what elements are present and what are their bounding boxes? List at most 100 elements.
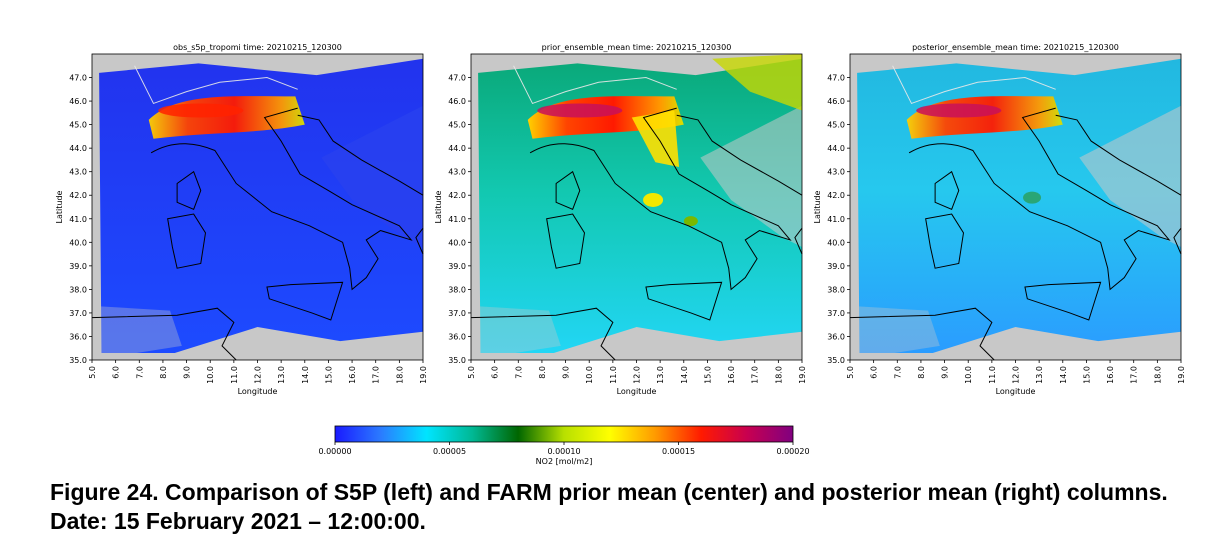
y-tick-label: 35.0	[448, 356, 466, 365]
y-tick-label: 38.0	[448, 285, 466, 294]
obs-milan-maximum	[158, 103, 244, 118]
x-tick-label: 5.0	[467, 366, 476, 379]
obs-sicily-coastline	[266, 281, 344, 321]
prior-sicily-coastline	[645, 281, 723, 321]
y-tick-label: 43.0	[827, 168, 845, 177]
prior-alpine-borders	[513, 65, 677, 105]
colorbar-tick-label: 0.00010	[547, 447, 580, 456]
map-panels: obs_s5p_tropomi time: 20210215_120300 35.…	[55, 43, 1186, 396]
x-tick-label: 8.0	[538, 366, 547, 379]
x-tick-label: 11.0	[988, 366, 997, 384]
y-tick-label: 43.0	[448, 168, 466, 177]
posterior-africa-area	[850, 305, 940, 360]
x-tick-label: 6.0	[112, 366, 121, 379]
y-tick-label: 39.0	[69, 262, 87, 271]
y-tick-label: 36.0	[69, 332, 87, 341]
y-tick-label: 43.0	[69, 168, 87, 177]
posterior-balkan-coastline	[1055, 114, 1182, 196]
posterior-plot-title: posterior_ensemble_mean time: 20210215_1…	[912, 43, 1119, 52]
x-tick-label: 15.0	[1082, 366, 1091, 384]
y-tick-label: 37.0	[448, 309, 466, 318]
x-tick-label: 9.0	[562, 366, 571, 379]
x-tick-label: 19.0	[419, 366, 428, 384]
y-tick-label: 45.0	[448, 121, 466, 130]
y-tick-label: 41.0	[69, 215, 87, 224]
x-tick-label: 5.0	[846, 366, 855, 379]
x-tick-label: 8.0	[159, 366, 168, 379]
posterior-x-axis-label: Longitude	[996, 387, 1036, 396]
y-tick-label: 44.0	[827, 144, 845, 153]
y-tick-label: 39.0	[448, 262, 466, 271]
obs-alpine-borders	[134, 65, 298, 105]
obs-balkan-area	[321, 105, 423, 248]
x-tick-label: 13.0	[656, 366, 665, 384]
x-tick-label: 19.0	[1177, 366, 1186, 384]
x-tick-label: 18.0	[1153, 366, 1162, 384]
posterior-corsica-coastline	[934, 170, 960, 211]
posterior-sardinia-coastline	[925, 213, 965, 269]
y-tick-label: 38.0	[69, 285, 87, 294]
x-tick-label: 6.0	[491, 366, 500, 379]
colorbar-tick-label: 0.00020	[776, 447, 809, 456]
y-tick-label: 47.0	[69, 74, 87, 83]
posterior-balkan-area	[1079, 105, 1181, 248]
prior-albania-coastline	[794, 227, 803, 255]
obs-x-axis-label: Longitude	[238, 387, 278, 396]
y-tick-label: 35.0	[69, 356, 87, 365]
x-tick-label: 14.0	[301, 366, 310, 384]
x-tick-label: 18.0	[774, 366, 783, 384]
x-tick-label: 12.0	[633, 366, 642, 384]
y-tick-label: 42.0	[827, 191, 845, 200]
prior-naples-hotspot	[683, 216, 698, 227]
posterior-milan-maximum	[916, 103, 1002, 118]
colorbar-gradient	[334, 425, 794, 443]
x-tick-label: 11.0	[609, 366, 618, 384]
posterior-rome-hotspot	[1023, 191, 1042, 204]
x-tick-label: 16.0	[348, 366, 357, 384]
posterior-map-panel: posterior_ensemble_mean time: 20210215_1…	[813, 43, 1186, 396]
y-tick-label: 44.0	[448, 144, 466, 153]
x-tick-label: 14.0	[1059, 366, 1068, 384]
x-tick-label: 10.0	[206, 366, 215, 384]
y-tick-label: 39.0	[827, 262, 845, 271]
obs-map-panel: obs_s5p_tropomi time: 20210215_120300 35.…	[55, 43, 428, 396]
y-tick-label: 46.0	[827, 97, 845, 106]
x-tick-label: 7.0	[135, 366, 144, 379]
obs-y-axis-label: Latitude	[55, 190, 64, 223]
obs-sardinia-coastline	[167, 213, 207, 269]
y-tick-label: 38.0	[827, 285, 845, 294]
prior-sardinia-coastline	[546, 213, 586, 269]
x-tick-label: 15.0	[703, 366, 712, 384]
obs-italy-coastline	[150, 107, 413, 291]
obs-albania-coastline	[415, 227, 424, 255]
x-tick-label: 7.0	[514, 366, 523, 379]
prior-x-axis-label: Longitude	[617, 387, 657, 396]
y-tick-label: 44.0	[69, 144, 87, 153]
posterior-africa-coastline	[849, 307, 995, 361]
x-tick-label: 8.0	[917, 366, 926, 379]
y-tick-label: 45.0	[69, 121, 87, 130]
x-tick-label: 15.0	[324, 366, 333, 384]
x-tick-label: 9.0	[183, 366, 192, 379]
x-tick-label: 18.0	[395, 366, 404, 384]
y-tick-label: 41.0	[448, 215, 466, 224]
prior-y-axis-label: Latitude	[434, 190, 443, 223]
x-tick-label: 13.0	[277, 366, 286, 384]
posterior-y-axis-label: Latitude	[813, 190, 822, 223]
y-tick-label: 46.0	[69, 97, 87, 106]
posterior-italy-coastline	[908, 107, 1171, 291]
x-tick-label: 7.0	[893, 366, 902, 379]
x-tick-label: 17.0	[372, 366, 381, 384]
posterior-sicily-coastline	[1024, 281, 1102, 321]
x-tick-label: 17.0	[1130, 366, 1139, 384]
x-tick-label: 10.0	[964, 366, 973, 384]
colorbar-label: NO2 [mol/m2]	[536, 457, 593, 466]
prior-africa-area	[471, 305, 561, 360]
obs-africa-area	[92, 305, 182, 360]
prior-africa-coastline	[470, 307, 616, 361]
x-tick-label: 5.0	[88, 366, 97, 379]
y-tick-label: 42.0	[69, 191, 87, 200]
figure-caption: Figure 24. Comparison of S5P (left) and …	[50, 479, 1168, 534]
prior-plot-title: prior_ensemble_mean time: 20210215_12030…	[542, 43, 732, 52]
x-tick-label: 10.0	[585, 366, 594, 384]
